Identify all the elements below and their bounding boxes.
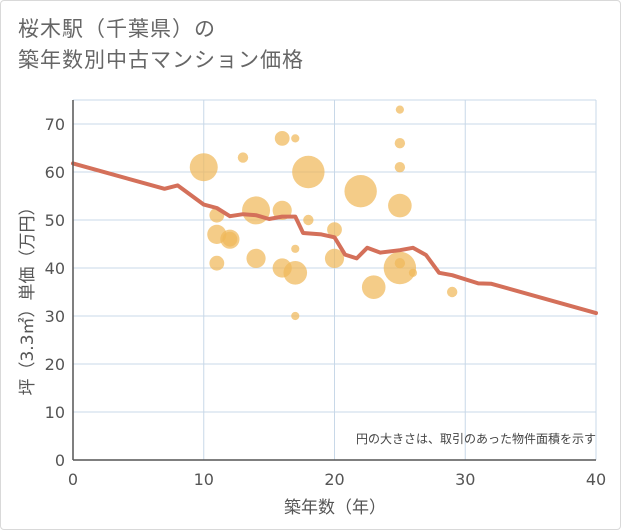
bubble-3 — [209, 255, 225, 271]
y-tick-0: 0 — [55, 451, 65, 470]
tick-labels: 0 10 20 30 40 50 60 70 0 10 20 30 40 — [45, 115, 607, 489]
x-tick-40: 40 — [586, 470, 606, 489]
bubble-28 — [408, 268, 418, 277]
y-tick-20: 20 — [45, 355, 65, 374]
bubble-8 — [246, 248, 266, 268]
bubble-0 — [189, 153, 218, 182]
bubble-13 — [291, 244, 300, 253]
bubble-23 — [394, 138, 406, 149]
x-axis-label: 築年数（年） — [284, 498, 386, 518]
axes — [72, 100, 596, 461]
y-tick-40: 40 — [45, 259, 65, 278]
size-note: 円の大きさは、取引のあった物件面積を示す — [356, 431, 596, 446]
bubble-5 — [222, 231, 238, 247]
bubble-21 — [361, 275, 386, 300]
trend-line-group — [71, 161, 598, 316]
trend-line — [71, 161, 598, 316]
y-tick-50: 50 — [45, 211, 65, 230]
chart-title: 桜木駅（千葉県）の 築年数別中古マンション価格 — [18, 14, 304, 76]
x-tick-30: 30 — [455, 470, 475, 489]
bubble-9 — [274, 131, 290, 146]
grid — [73, 99, 597, 460]
bubble-15 — [291, 311, 300, 321]
bubble-19 — [324, 248, 345, 268]
bubble-14 — [283, 261, 308, 285]
bubble-29 — [446, 286, 458, 298]
bubble-22 — [395, 105, 404, 114]
chart-title-line2: 築年数別中古マンション価格 — [18, 48, 304, 72]
y-tick-30: 30 — [45, 307, 65, 326]
bubble-6 — [237, 152, 249, 163]
bubble-18 — [327, 222, 342, 238]
bubble-24 — [394, 162, 406, 173]
y-axis-label: 坪（3.3㎡）単価（万円） — [18, 198, 38, 395]
chart-title-line1: 桜木駅（千葉県）の — [18, 17, 216, 41]
x-tick-20: 20 — [324, 470, 344, 489]
y-tick-70: 70 — [45, 115, 65, 134]
bubble-7 — [242, 196, 271, 225]
x-tick-10: 10 — [194, 470, 214, 489]
bubble-17 — [303, 214, 314, 226]
bubble-16 — [292, 155, 325, 189]
bubble-27 — [383, 251, 417, 285]
bubble-12 — [291, 134, 300, 143]
x-tick-0: 0 — [68, 470, 78, 489]
y-tick-10: 10 — [45, 403, 65, 422]
bubble-20 — [344, 175, 377, 208]
bubble-25 — [388, 193, 412, 218]
y-tick-60: 60 — [45, 163, 65, 182]
bubbles — [189, 105, 458, 321]
